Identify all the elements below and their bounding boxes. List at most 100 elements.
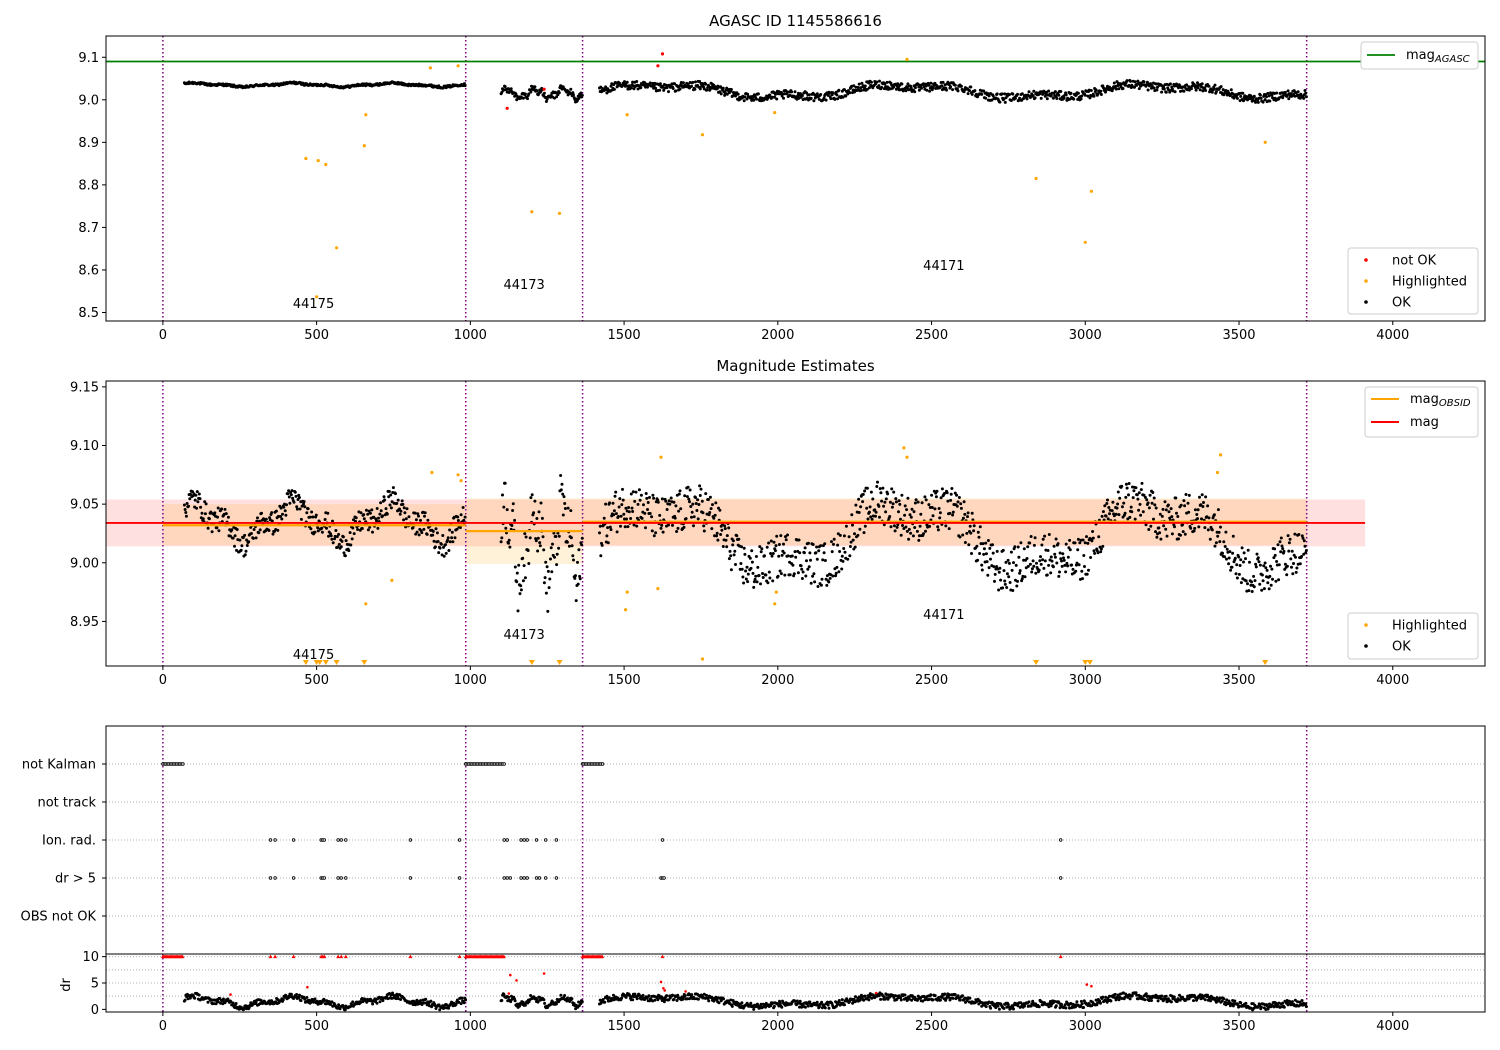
ok-point — [1082, 1006, 1086, 1009]
ok-point — [880, 499, 884, 503]
ok-point — [881, 486, 885, 490]
ok-point — [1034, 571, 1038, 575]
ok-point — [1147, 999, 1151, 1003]
ok-point — [183, 998, 187, 1002]
ok-point — [909, 531, 913, 535]
ok-point — [669, 496, 673, 500]
ok-point — [822, 96, 826, 100]
ok-point — [1229, 568, 1233, 572]
ok-point — [643, 511, 647, 515]
ok-point — [826, 1000, 829, 1004]
ok-point — [414, 518, 418, 522]
ok-point — [924, 529, 927, 533]
ok-point — [913, 526, 917, 529]
ok-point — [746, 580, 750, 584]
ok-point — [827, 580, 831, 584]
ok-point — [435, 531, 439, 535]
ok-point — [446, 536, 450, 540]
ok-point — [646, 501, 650, 504]
ok-point — [1031, 559, 1035, 563]
ok-point — [306, 507, 310, 511]
ok-point — [323, 518, 327, 521]
ok-point — [773, 549, 777, 553]
ok-point — [1041, 558, 1045, 562]
ok-point — [1035, 561, 1038, 565]
ok-point — [833, 97, 837, 101]
ok-point — [542, 998, 546, 1002]
ok-point — [1053, 1000, 1057, 1003]
highlighted-point — [459, 479, 463, 483]
flag-point — [505, 838, 509, 842]
ok-point — [796, 571, 800, 575]
ok-point — [890, 487, 894, 491]
ok-point — [229, 1000, 233, 1004]
ok-point — [1272, 556, 1276, 560]
ok-point — [1164, 997, 1167, 1001]
ok-point — [769, 539, 773, 543]
ok-point — [723, 527, 727, 531]
lower-limit-marker — [302, 660, 309, 665]
ok-point — [696, 997, 700, 1001]
ok-point — [1220, 999, 1224, 1003]
flag-point — [457, 876, 462, 880]
ok-point — [715, 534, 718, 538]
ok-point — [182, 503, 186, 507]
ok-point — [1194, 88, 1198, 92]
ok-point — [543, 1001, 547, 1005]
ok-point — [533, 85, 537, 89]
ok-point — [1275, 560, 1279, 563]
ok-point — [1213, 83, 1217, 87]
ok-point — [1064, 1006, 1068, 1010]
flag-point — [268, 876, 273, 880]
ok-point — [1063, 1003, 1067, 1007]
ok-point — [612, 513, 616, 517]
ok-point — [888, 500, 892, 504]
ok-point — [640, 516, 644, 520]
ok-point — [1030, 567, 1034, 571]
ok-point — [368, 511, 372, 515]
ok-point — [400, 499, 404, 503]
ok-point — [515, 580, 519, 584]
ok-point — [1156, 85, 1159, 89]
ok-point — [648, 512, 652, 515]
ok-point — [609, 528, 613, 532]
ok-point — [843, 550, 847, 554]
ok-point — [1201, 89, 1205, 93]
ok-point — [216, 1000, 220, 1004]
ok-point — [1282, 549, 1286, 553]
ok-point — [299, 999, 303, 1003]
ok-point — [1053, 552, 1057, 556]
ok-point — [256, 516, 259, 520]
ok-point — [1088, 96, 1092, 100]
panel-dr — [106, 954, 1485, 1012]
ok-point — [1279, 550, 1283, 554]
ok-point — [450, 536, 454, 540]
ok-point — [736, 92, 740, 96]
ok-point — [1231, 1004, 1235, 1008]
ok-point — [1043, 559, 1047, 563]
ok-point — [209, 510, 213, 514]
ok-point — [782, 551, 786, 555]
ok-point — [405, 507, 409, 511]
ok-point — [868, 995, 872, 999]
ok-point — [1287, 541, 1291, 545]
ok-point — [509, 87, 513, 91]
x-tick-label: 0 — [159, 328, 167, 343]
ok-point — [967, 543, 971, 547]
ok-point — [348, 531, 352, 535]
ok-point — [702, 992, 706, 996]
y-tick-label: 9.1 — [78, 51, 99, 66]
ok-point — [402, 518, 406, 522]
legend-mag-agasc: magAGASC — [1360, 41, 1479, 70]
ok-point — [978, 552, 982, 555]
ok-point — [1189, 87, 1193, 91]
ok-point — [925, 88, 929, 92]
ok-point — [1161, 507, 1165, 511]
ok-point — [1106, 498, 1109, 502]
ok-point — [717, 1001, 721, 1005]
ok-point — [754, 574, 758, 578]
ok-point — [910, 998, 914, 1002]
ok-point — [276, 528, 280, 532]
ok-point — [858, 527, 862, 531]
ok-point — [823, 559, 827, 562]
